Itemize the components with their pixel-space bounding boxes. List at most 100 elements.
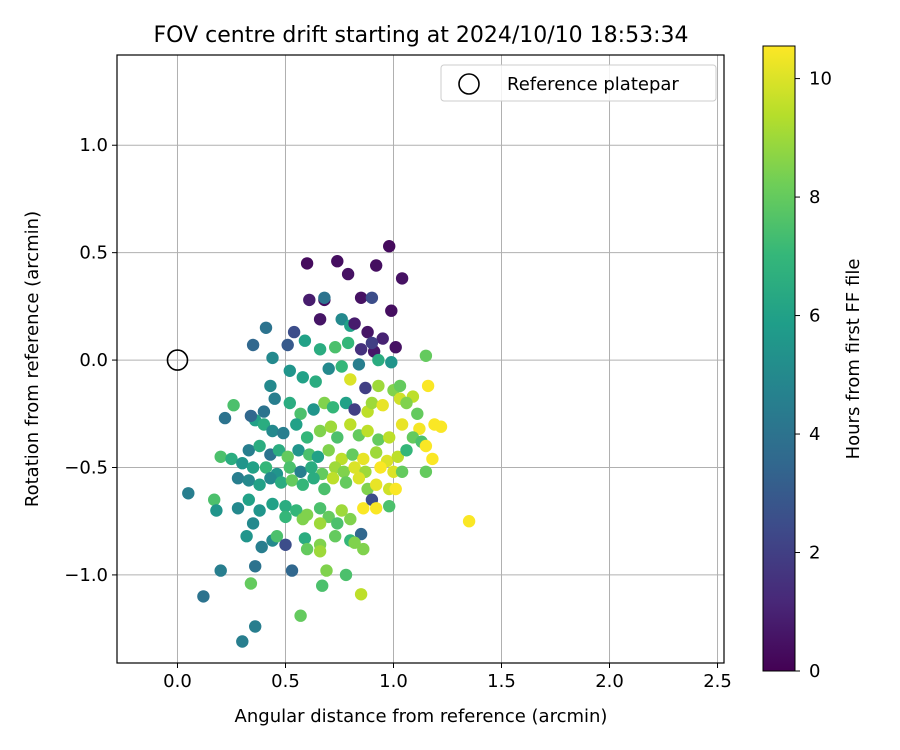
data-point (236, 635, 249, 648)
data-point (259, 461, 273, 474)
data-point (365, 396, 379, 410)
data-point (277, 426, 290, 440)
data-point (348, 536, 361, 549)
data-point (246, 461, 260, 474)
data-point (370, 259, 383, 272)
data-point (313, 424, 327, 438)
data-point (357, 542, 370, 556)
data-point (370, 446, 383, 459)
data-point (313, 313, 327, 326)
data-point (376, 399, 389, 412)
colorbar-tick-label: 6 (809, 306, 820, 327)
data-point (322, 362, 335, 375)
data-point (339, 476, 353, 489)
data-point (309, 375, 322, 388)
data-point (266, 497, 279, 511)
data-point (281, 338, 294, 352)
reference-platepar-marker (166, 349, 189, 371)
data-point (231, 502, 245, 515)
data-point (331, 431, 344, 444)
data-point (210, 504, 223, 517)
data-point (383, 240, 396, 253)
data-point (365, 336, 379, 350)
data-point (395, 272, 409, 285)
data-point (372, 379, 385, 393)
data-point (270, 530, 284, 543)
data-point (335, 504, 348, 517)
x-tick-label: 1.0 (379, 671, 408, 692)
data-point (292, 444, 305, 457)
data-point (413, 422, 426, 435)
data-point (383, 500, 396, 513)
data-point (395, 465, 409, 478)
data-point (290, 504, 303, 517)
data-point (242, 474, 255, 487)
colorbar-tick-label: 8 (809, 187, 820, 208)
y-tick-label: 1.0 (79, 135, 108, 156)
data-point (354, 343, 368, 356)
data-point (331, 517, 344, 530)
data-point (272, 444, 286, 457)
data-point (341, 267, 355, 281)
data-point (294, 465, 307, 478)
x-tick-label: 0.0 (163, 671, 192, 692)
data-point (300, 431, 314, 444)
data-point (344, 373, 357, 386)
legend-label: Reference platepar (507, 74, 679, 95)
data-point (208, 493, 221, 506)
data-point (244, 409, 258, 423)
data-point (348, 403, 361, 416)
data-point (335, 452, 348, 466)
data-point (393, 379, 407, 393)
data-point (318, 482, 331, 496)
data-point (214, 450, 227, 463)
data-point (285, 474, 299, 487)
data-point (240, 530, 253, 543)
legend-marker-open-circle (458, 73, 480, 95)
data-point (246, 517, 260, 530)
data-point (218, 411, 232, 425)
y-tick-label: −0.5 (64, 457, 108, 478)
colorbar-tick-label: 0 (809, 661, 820, 682)
data-point (296, 512, 309, 526)
data-point (253, 504, 266, 517)
data-point (313, 343, 327, 356)
y-tick-label: 0.0 (79, 350, 108, 371)
data-point (370, 502, 383, 515)
data-point (290, 418, 303, 431)
data-point (279, 510, 292, 524)
data-point (348, 461, 361, 474)
data-point (419, 439, 433, 453)
data-point (462, 515, 476, 528)
y-tick-label: 0.5 (79, 243, 108, 264)
data-point (285, 564, 299, 577)
x-tick-label: 1.5 (487, 671, 516, 692)
data-point (283, 461, 296, 474)
data-point (400, 396, 413, 410)
data-point (214, 564, 227, 577)
data-point (357, 502, 370, 515)
data-point (307, 472, 320, 485)
data-point (389, 341, 402, 354)
data-point (352, 358, 366, 371)
data-point (326, 472, 340, 485)
data-point (279, 500, 292, 513)
data-point (249, 560, 262, 573)
x-axis-label: Angular distance from reference (arcmin) (235, 706, 608, 727)
data-point (354, 527, 368, 541)
data-point (322, 510, 335, 524)
colorbar-gradient (762, 45, 796, 672)
data-point (344, 512, 357, 526)
y-axis-label: Rotation from reference (arcmin) (22, 211, 43, 507)
data-point (255, 540, 268, 554)
data-point (329, 530, 342, 543)
data-point (339, 396, 353, 410)
data-point (268, 392, 281, 405)
data-point (296, 371, 309, 384)
data-point (225, 452, 238, 466)
data-point (298, 334, 312, 347)
data-point (372, 433, 385, 446)
data-point (266, 424, 279, 438)
x-tick-label: 2.5 (703, 671, 732, 692)
